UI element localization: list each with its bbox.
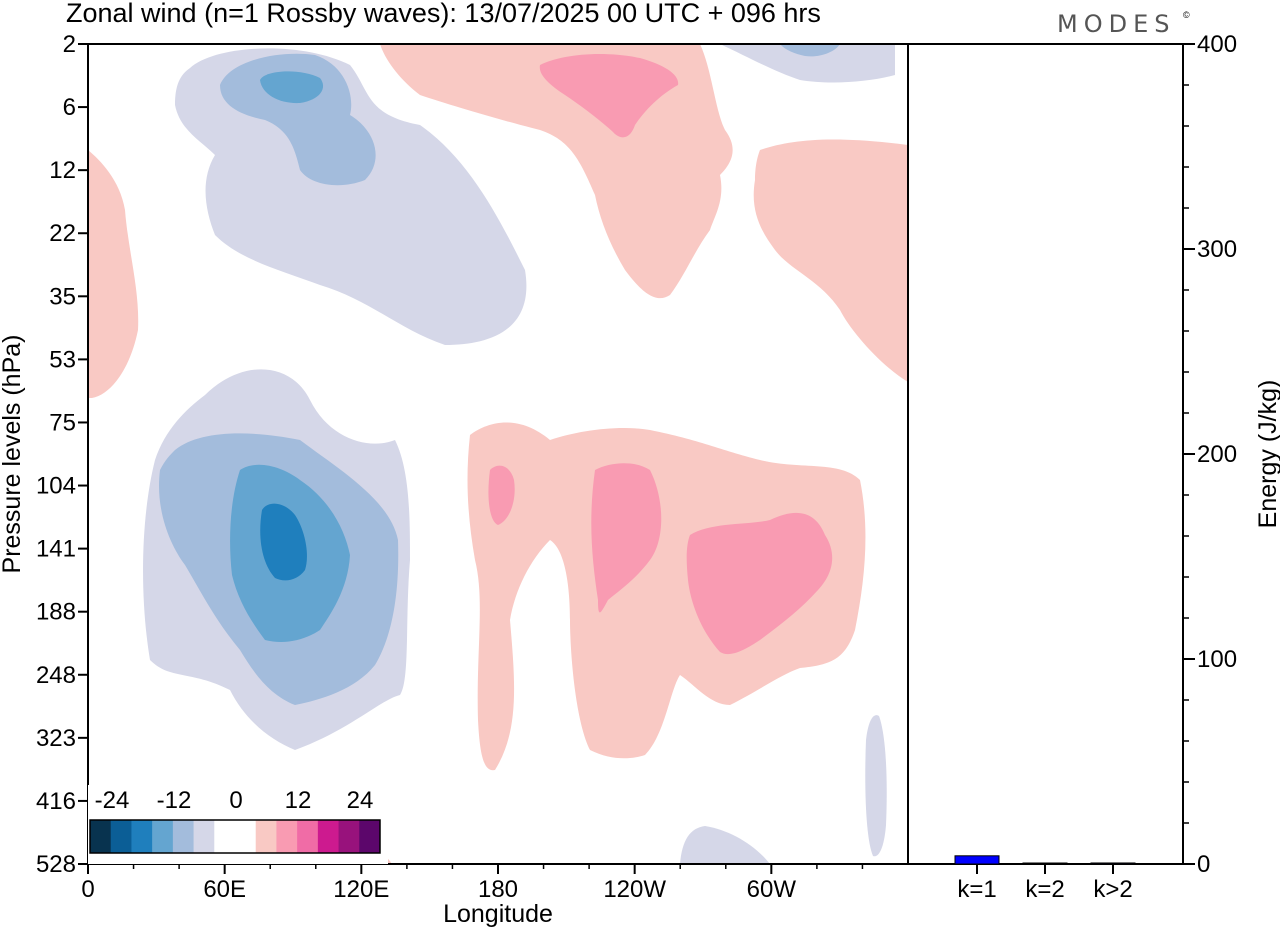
y-tick-label: 2 bbox=[63, 31, 76, 58]
colorbar-label: -24 bbox=[95, 787, 130, 814]
x-tick-label: 120W bbox=[603, 876, 666, 903]
colorbar-label: 0 bbox=[229, 787, 242, 814]
colorbar-label: -12 bbox=[157, 787, 192, 814]
contour-negative-mid-darkest bbox=[260, 503, 307, 581]
y-tick-label: 104 bbox=[36, 473, 76, 500]
energy-axis-ticks: 0 100 200 300 400 bbox=[1183, 31, 1237, 878]
colorbar-swatch bbox=[131, 820, 153, 853]
contour-negative-top-right-mid bbox=[780, 44, 840, 57]
colorbar-label: 24 bbox=[347, 787, 374, 814]
colorbar-swatch bbox=[276, 820, 298, 853]
y-tick-label: 12 bbox=[49, 157, 76, 184]
y-tick-label: 188 bbox=[36, 599, 76, 626]
x-tick-label: 60W bbox=[747, 876, 797, 903]
energy-axis-title: Energy (J/kg) bbox=[1254, 380, 1280, 529]
contour-negative-right-thin bbox=[865, 715, 887, 857]
x-tick-label: 0 bbox=[81, 876, 94, 903]
bar-panel-frame bbox=[907, 43, 1184, 865]
contour-negative-bottom-right bbox=[680, 826, 770, 864]
x-tick-label: 120E bbox=[333, 876, 389, 903]
y-tick-label: 323 bbox=[36, 725, 76, 752]
bar-category-label: k=1 bbox=[957, 876, 996, 903]
y-tick-label: 528 bbox=[36, 851, 76, 878]
contour-positive-mid-c bbox=[686, 512, 833, 655]
bar-category-label: k=2 bbox=[1025, 876, 1064, 903]
y-tick-label: 6 bbox=[63, 94, 76, 121]
colorbar-swatch bbox=[317, 820, 340, 853]
contour-positive-mid-b bbox=[591, 463, 662, 613]
contour-negative-top-right bbox=[720, 44, 895, 83]
y-tick-label: 75 bbox=[49, 409, 76, 436]
bar-category-label: k>2 bbox=[1093, 876, 1132, 903]
colorbar: -24 -12 0 12 24 bbox=[88, 785, 388, 864]
x-axis-title: Longitude bbox=[443, 900, 553, 928]
energy-bars bbox=[954, 855, 1136, 865]
colorbar-swatch bbox=[193, 820, 215, 853]
copyright-mark: © bbox=[1183, 10, 1190, 20]
colorbar-label: 12 bbox=[285, 787, 312, 814]
y-axis-ticks: 528 416 323 248 188 141 104 75 53 35 22 12 6 2 bbox=[36, 31, 88, 878]
contour-positive-top-right bbox=[753, 139, 908, 382]
axes: 0 60E 120E 180 120W 60W 528 416 323 248 188 141 104… bbox=[36, 31, 1237, 903]
energy-bar bbox=[1022, 862, 1068, 865]
colorbar-border bbox=[89, 819, 381, 854]
colorbar-swatch bbox=[172, 820, 195, 853]
colorbar-swatch bbox=[214, 820, 236, 853]
energy-bar-labels: k=1 k=2 k>2 bbox=[957, 864, 1133, 903]
x-axis-ticks: 0 60E 120E 180 120W 60W bbox=[81, 864, 864, 903]
contour-positive-top-center-mid bbox=[539, 54, 679, 138]
colorbar-swatch bbox=[110, 820, 132, 853]
contour-positive-mid-a bbox=[488, 465, 515, 525]
chart-title: Zonal wind (n=1 Rossby waves): 13/07/202… bbox=[66, 0, 821, 28]
contour-positive-mid bbox=[467, 422, 866, 771]
colorbar-swatch bbox=[235, 820, 257, 853]
y-tick-label: 22 bbox=[49, 220, 76, 247]
energy-tick-label: 400 bbox=[1197, 31, 1237, 58]
y-tick-label: 416 bbox=[36, 788, 76, 815]
y-axis-title: Pressure levels (hPa) bbox=[0, 335, 26, 574]
energy-tick-label: 200 bbox=[1197, 441, 1237, 468]
energy-tick-label: 0 bbox=[1197, 851, 1210, 878]
y-tick-label: 53 bbox=[49, 346, 76, 373]
energy-bar bbox=[954, 855, 1000, 865]
energy-tick-label: 300 bbox=[1197, 236, 1237, 263]
contour-negative-upper-dark bbox=[260, 71, 324, 104]
modes-logo: MODES bbox=[1057, 10, 1175, 38]
energy-tick-label: 100 bbox=[1197, 646, 1237, 673]
contour-negative-upper-mid bbox=[220, 53, 376, 186]
colorbar-swatch bbox=[90, 820, 112, 853]
colorbar-swatches bbox=[90, 820, 381, 853]
colorbar-swatch bbox=[152, 820, 174, 853]
y-tick-label: 35 bbox=[49, 283, 76, 310]
contour-field bbox=[88, 44, 908, 864]
energy-bar bbox=[1090, 862, 1136, 865]
colorbar-swatch bbox=[255, 820, 277, 853]
y-tick-label: 141 bbox=[36, 536, 76, 563]
colorbar-swatch bbox=[359, 820, 381, 853]
colorbar-swatch bbox=[338, 820, 360, 853]
y-tick-label: 248 bbox=[36, 662, 76, 689]
x-tick-label: 180 bbox=[478, 876, 518, 903]
contour-negative-upper-outer bbox=[175, 48, 527, 345]
colorbar-labels: -24 -12 0 12 24 bbox=[95, 787, 374, 814]
x-tick-label: 60E bbox=[203, 876, 246, 903]
contour-positive-left-edge bbox=[88, 150, 139, 398]
colorbar-swatch bbox=[297, 820, 319, 853]
